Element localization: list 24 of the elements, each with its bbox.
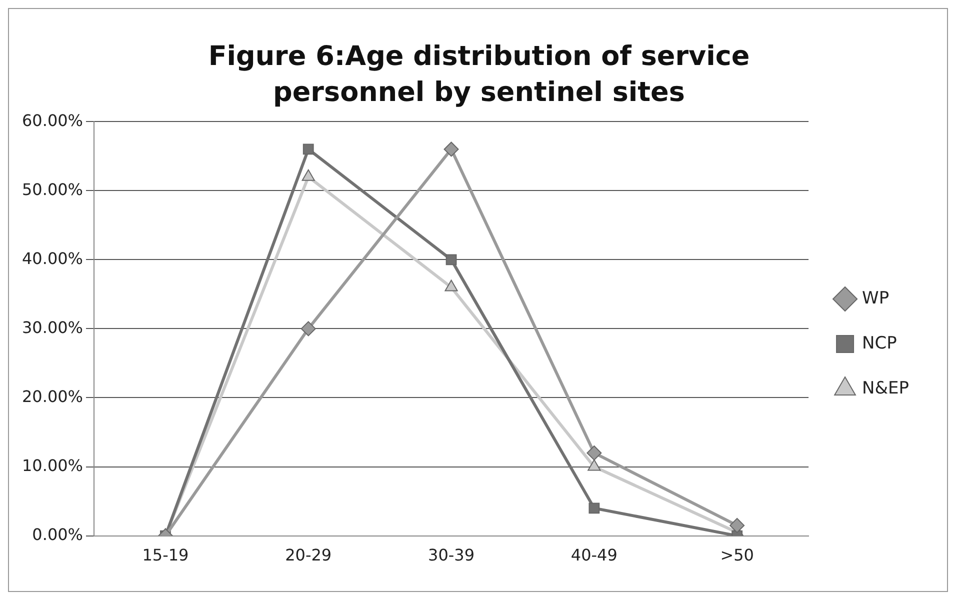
legend-label: N&EP (862, 378, 910, 398)
x-tick-label: 20-29 (285, 546, 332, 565)
y-tick-label: 10.00% (22, 456, 84, 475)
point (300, 321, 316, 336)
point (588, 502, 600, 514)
x-tick-label: >50 (720, 546, 754, 565)
point (588, 459, 601, 471)
legend-label: NCP (862, 333, 897, 354)
chart-title: Figure 6:Age distribution of service personnel by sentinel sites (207, 40, 751, 110)
point (730, 518, 745, 533)
y-tick-label: 40.00% (22, 248, 84, 268)
x-tick-label: 30-39 (428, 546, 475, 565)
y-tick-label: 0.00% (32, 524, 84, 544)
point (446, 254, 457, 266)
point (444, 142, 459, 157)
x-tick-label: 15-19 (142, 546, 189, 565)
y-tick-label: 50.00% (22, 180, 84, 199)
y-tick-label: 60.00% (22, 110, 84, 130)
x-tick-label: 40-49 (570, 546, 618, 565)
y-tick-label: 30.00% (22, 318, 84, 337)
y-tick-label: 20.00% (22, 386, 84, 406)
legend-label: WP (862, 288, 890, 308)
point (586, 445, 602, 460)
point (302, 144, 314, 155)
